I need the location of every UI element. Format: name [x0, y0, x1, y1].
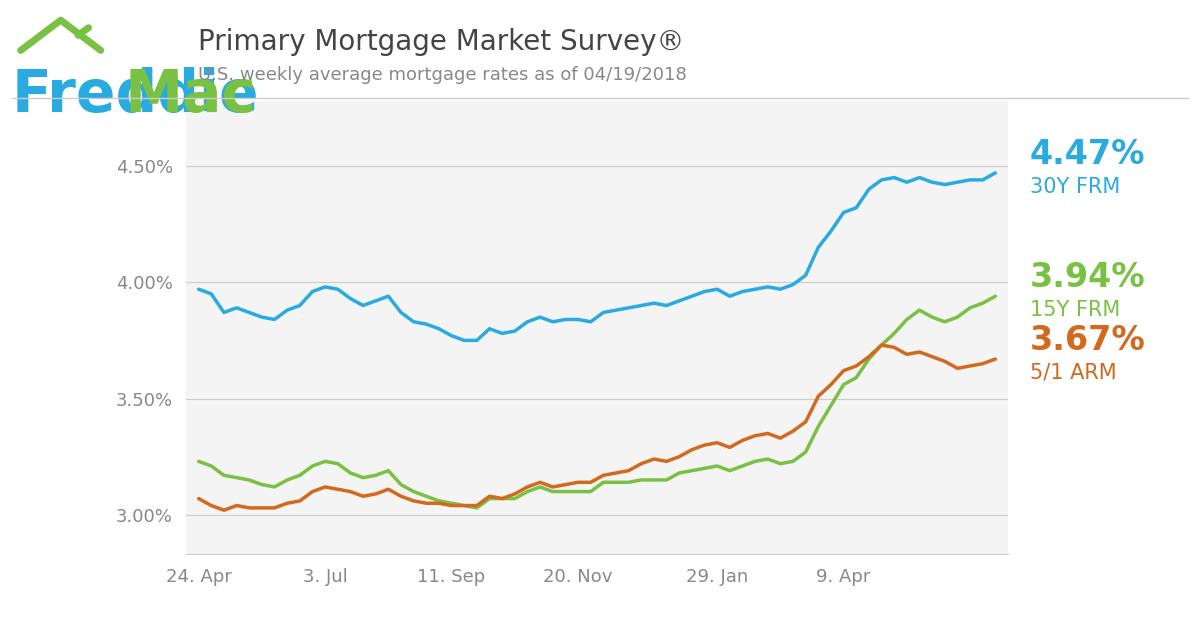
Text: 5/1 ARM: 5/1 ARM [1030, 363, 1116, 383]
Text: 4.47%: 4.47% [1030, 137, 1145, 171]
Text: Mac: Mac [125, 67, 257, 124]
Text: U.S. weekly average mortgage rates as of 04/19/2018: U.S. weekly average mortgage rates as of… [198, 66, 686, 84]
Text: Freddie: Freddie [12, 67, 259, 124]
Text: 3.94%: 3.94% [1030, 261, 1145, 294]
Text: 15Y FRM: 15Y FRM [1030, 300, 1120, 320]
Text: 30Y FRM: 30Y FRM [1030, 177, 1120, 197]
Text: 3.67%: 3.67% [1030, 324, 1145, 357]
Text: Primary Mortgage Market Survey®: Primary Mortgage Market Survey® [198, 28, 684, 56]
